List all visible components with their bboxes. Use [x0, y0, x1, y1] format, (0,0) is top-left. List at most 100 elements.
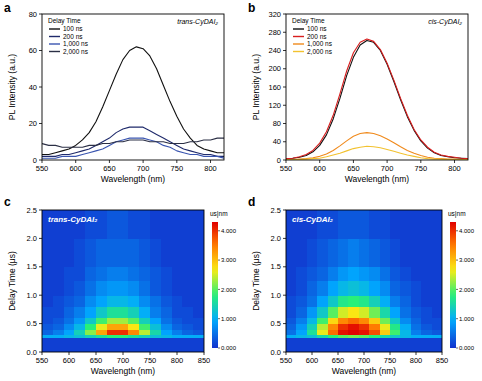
- heat-cell: [139, 210, 150, 239]
- x-tick: [364, 352, 365, 355]
- x-tick: [390, 352, 391, 355]
- heat-cell: [64, 318, 75, 324]
- heat-cell: [85, 335, 96, 338]
- heat-cell: [390, 267, 401, 282]
- heat-cell: [53, 307, 64, 319]
- heat-cell: [193, 329, 204, 335]
- x-tick: [319, 160, 320, 163]
- heat-cell: [369, 307, 380, 319]
- y-tick-label: 200: [268, 64, 281, 73]
- colorbar: [212, 222, 218, 348]
- heat-cell: [128, 295, 139, 307]
- heat-cell: [421, 238, 432, 267]
- y-tick-label: 1.5: [27, 262, 37, 271]
- heat-cell: [172, 338, 183, 352]
- y-tick-label: 1.0: [27, 291, 37, 300]
- heat-cell: [359, 338, 370, 352]
- heat-cell: [42, 338, 53, 352]
- heat-cell: [432, 307, 442, 319]
- heat-cell: [296, 295, 307, 307]
- heat-cell: [348, 318, 359, 324]
- heat-cell: [400, 238, 411, 267]
- y-tick: [283, 295, 286, 296]
- heat-cell: [328, 281, 339, 296]
- heat-cell: [193, 267, 204, 282]
- heat-cell: [317, 335, 328, 338]
- heat-cell: [150, 318, 161, 324]
- heat-cell: [53, 324, 64, 330]
- heat-cell: [307, 318, 318, 324]
- series-line: [42, 138, 224, 158]
- heat-cell: [296, 318, 307, 324]
- heat-cell: [42, 307, 53, 319]
- x-tick-label: 850: [436, 356, 449, 365]
- heat-cell: [400, 307, 411, 319]
- legend-swatch: [293, 43, 304, 44]
- y-axis-label: PL Intensity (a.u.): [251, 54, 261, 120]
- heat-cell: [139, 335, 150, 338]
- heat-cell: [380, 318, 391, 324]
- panel-1: bDelay Time100 ns200 ns1,000 ns2,000 nsc…: [248, 1, 468, 184]
- colorbar-tick-label: 0.000: [221, 345, 237, 351]
- x-axis-label: Wavelength (nm): [101, 174, 166, 184]
- heat-cell: [359, 295, 370, 307]
- series-line: [42, 127, 224, 156]
- heat-cell: [317, 324, 328, 330]
- heat-cell: [128, 307, 139, 319]
- heat-cell: [348, 307, 359, 319]
- heat-cell: [307, 238, 318, 267]
- heat-cell: [172, 324, 183, 330]
- heat-cell: [359, 307, 370, 319]
- heat-cell: [64, 338, 75, 352]
- legend-swatch: [49, 51, 60, 52]
- heat-cell: [42, 295, 53, 307]
- heat-cell: [317, 267, 328, 282]
- heat-cell: [421, 267, 432, 282]
- heat-cell: [161, 324, 172, 330]
- heat-cell: [307, 267, 318, 282]
- colorbar-tick: [218, 260, 220, 261]
- colorbar-tick: [456, 289, 458, 290]
- heat-cell: [328, 295, 339, 307]
- heat-cell: [286, 295, 297, 307]
- heat-cell: [359, 210, 370, 239]
- heat-cell: [296, 281, 307, 296]
- heat-cell: [338, 267, 349, 282]
- heat-cell: [296, 329, 307, 335]
- heat-cell: [64, 267, 75, 282]
- heat-cell: [96, 295, 107, 307]
- y-tick-label: 1.5: [271, 262, 281, 271]
- x-tick: [75, 160, 76, 163]
- x-tick: [454, 160, 455, 163]
- heat-cell: [421, 281, 432, 296]
- y-tick-label: 80: [273, 119, 281, 128]
- colorbar-tick-label: 1.000: [459, 316, 475, 322]
- x-tick-label: 550: [36, 356, 49, 365]
- heat-cell: [96, 281, 107, 296]
- heat-cell: [161, 281, 172, 296]
- x-tick: [109, 160, 110, 163]
- heat-cell: [193, 338, 204, 352]
- heat-cell: [432, 267, 442, 282]
- x-tick-label: 600: [69, 164, 82, 173]
- heat-cell: [390, 210, 401, 239]
- heat-cell: [359, 238, 370, 267]
- x-tick: [312, 352, 313, 355]
- heat-cell: [400, 329, 411, 335]
- heat-cell: [85, 338, 96, 352]
- heat-cell: [161, 238, 172, 267]
- y-tick: [283, 141, 286, 142]
- heat-cell: [161, 295, 172, 307]
- heat-cell: [369, 318, 380, 324]
- y-tick: [283, 14, 286, 15]
- legend-label: 100 ns: [63, 25, 83, 32]
- heat-cell: [139, 281, 150, 296]
- plot-frame: [42, 210, 204, 352]
- heat-cell: [369, 267, 380, 282]
- heat-cell: [432, 318, 442, 324]
- heat-cell: [118, 318, 129, 324]
- heat-cell: [421, 318, 432, 324]
- heat-cell: [411, 267, 422, 282]
- heat-cell: [328, 338, 339, 352]
- heat-cell: [96, 335, 107, 338]
